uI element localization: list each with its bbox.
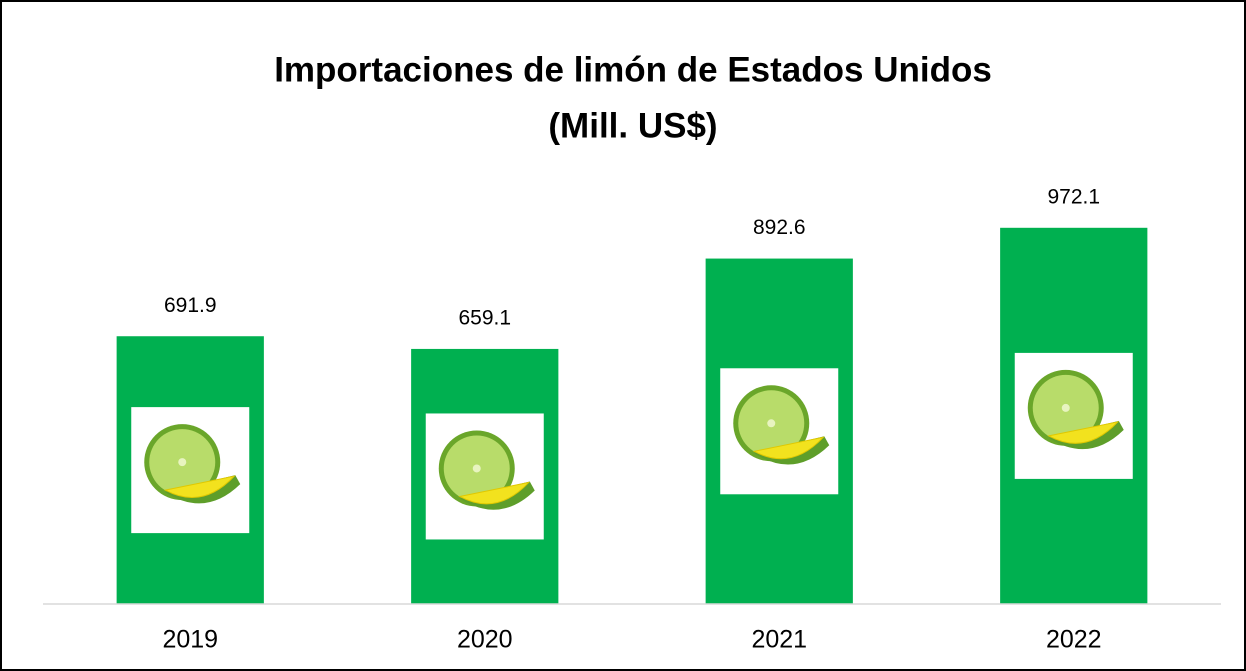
x-tick-label: 2019 (162, 626, 218, 654)
lime-icon (131, 407, 250, 534)
x-tick-label: 2021 (751, 626, 807, 654)
lemon-slice (1047, 421, 1120, 444)
value-label: 691.9 (164, 294, 217, 317)
lime-icon (425, 413, 544, 540)
chart-subtitle: (Mill. US$) (548, 106, 717, 145)
lime-center (1061, 403, 1070, 412)
lime-icon (1014, 352, 1133, 479)
lemon-slice (752, 436, 825, 460)
lime-center (178, 458, 187, 467)
x-tick-label: 2022 (1046, 626, 1102, 654)
x-tick-label: 2020 (457, 626, 513, 654)
chart-title: Importaciones de limón de Estados Unidos (274, 50, 992, 89)
lemon-slice (458, 481, 531, 505)
lime-center (472, 464, 481, 473)
lemon-slice (163, 475, 236, 498)
lime-center (767, 419, 776, 428)
lime-icon (720, 368, 839, 495)
value-label: 659.1 (458, 306, 511, 329)
value-label: 892.6 (753, 216, 806, 239)
value-label: 972.1 (1047, 185, 1100, 208)
